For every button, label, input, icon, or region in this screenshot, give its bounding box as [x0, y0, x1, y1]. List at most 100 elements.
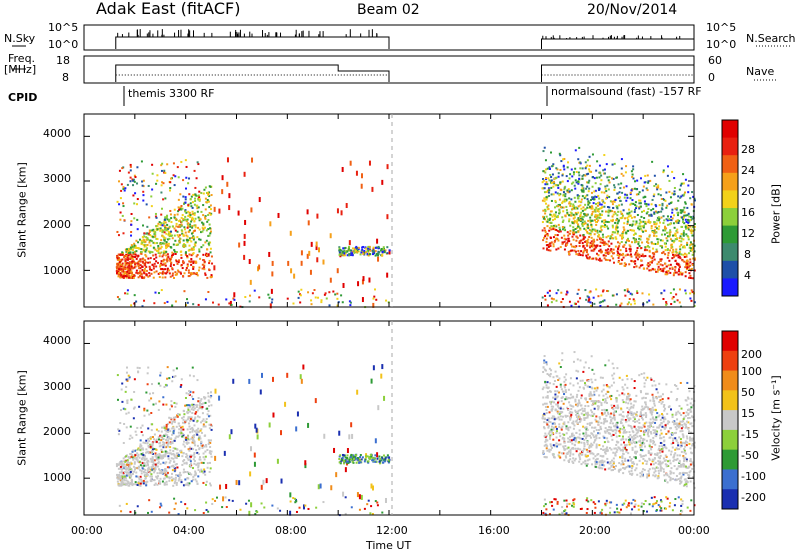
power-echo — [120, 183, 123, 186]
velocity-echo — [165, 475, 168, 478]
power-echo — [207, 218, 210, 221]
power-echo — [683, 206, 686, 209]
power-echo — [563, 157, 566, 160]
velocity-echo — [203, 434, 206, 437]
power-echo — [188, 238, 191, 241]
power-echo — [192, 230, 195, 233]
power-echo — [633, 229, 636, 232]
power-echo — [145, 273, 148, 276]
velocity-echo — [192, 440, 195, 443]
velocity-echo — [253, 461, 256, 467]
power-echo — [656, 211, 659, 214]
power-echo — [184, 201, 187, 204]
velocity-echo — [131, 450, 134, 453]
power-echo — [163, 224, 166, 227]
velocity-echo — [125, 474, 128, 477]
power-echo — [623, 229, 626, 232]
power-echo — [630, 259, 633, 262]
power-echo — [689, 197, 692, 200]
velocity-echo — [186, 442, 189, 445]
velocity-echo — [140, 444, 143, 447]
power-echo — [248, 300, 251, 303]
velocity-echo — [639, 411, 642, 414]
power-echo — [189, 223, 192, 226]
velocity-echo — [185, 438, 188, 441]
power-echo — [155, 225, 158, 228]
power-echo — [581, 190, 584, 193]
power-echo — [594, 202, 597, 205]
power-echo — [191, 201, 194, 204]
power-echo — [589, 301, 592, 304]
power-echo — [575, 231, 578, 234]
power-echo — [654, 210, 657, 213]
power-echo — [139, 258, 142, 261]
velocity-echo — [352, 456, 355, 459]
velocity-echo — [171, 422, 174, 425]
velocity-echo — [183, 413, 186, 416]
power-echo — [349, 252, 352, 255]
velocity-echo — [163, 454, 166, 457]
power-echo — [619, 304, 622, 307]
power-echo — [126, 263, 129, 266]
velocity-echo — [139, 469, 142, 472]
power-echo — [667, 264, 670, 267]
velocity-echo — [184, 396, 187, 399]
power-echo — [595, 214, 598, 217]
power-echo — [343, 254, 346, 257]
power-echo — [553, 215, 556, 218]
power-echo — [160, 164, 163, 167]
velocity-echo — [265, 478, 268, 484]
velocity-echo — [642, 475, 645, 478]
velocity-echo — [367, 460, 370, 463]
velocity-echo — [651, 460, 654, 463]
velocity-echo — [672, 472, 675, 475]
power-echo — [151, 172, 154, 175]
power-echo — [338, 246, 341, 249]
power-echo — [655, 205, 658, 208]
power-echo — [599, 207, 602, 210]
power-echo — [210, 255, 213, 258]
velocity-echo — [384, 497, 387, 503]
power-echo — [690, 203, 693, 206]
velocity-echo — [602, 398, 605, 401]
velocity-echo — [148, 392, 151, 395]
power-echo — [179, 271, 182, 274]
power-echo — [602, 219, 605, 222]
power-echo — [129, 176, 132, 179]
velocity-echo — [564, 455, 567, 458]
velocity-echo — [348, 460, 351, 463]
power-echo — [557, 184, 560, 187]
velocity-echo — [130, 462, 133, 465]
velocity-echo — [202, 461, 205, 464]
velocity-echo — [181, 455, 184, 458]
power-echo — [194, 224, 197, 227]
power-echo — [162, 258, 165, 261]
power-echo — [158, 255, 161, 258]
velocity-echo — [125, 471, 128, 474]
power-echo — [569, 204, 572, 207]
power-echo — [607, 240, 610, 243]
velocity-echo — [144, 477, 147, 480]
power-echo — [160, 242, 163, 245]
velocity-echo — [159, 477, 162, 480]
power-echo — [208, 244, 211, 247]
velocity-echo — [344, 456, 347, 459]
power-echo — [657, 228, 660, 231]
power-echo — [173, 234, 176, 237]
power-echo — [552, 298, 555, 301]
power-echo — [203, 260, 206, 263]
power-echo — [587, 296, 590, 299]
power-echo — [123, 272, 126, 275]
power-echo — [640, 215, 643, 218]
velocity-echo — [127, 374, 130, 377]
power-echo — [690, 216, 693, 219]
velocity-echo — [176, 415, 179, 418]
velocity-echo — [191, 454, 194, 457]
power-echo — [208, 227, 211, 230]
velocity-echo — [183, 445, 186, 448]
power-echo — [651, 257, 654, 260]
velocity-echo — [685, 485, 688, 488]
power-echo — [544, 235, 547, 238]
velocity-echo — [643, 468, 646, 471]
velocity-echo — [662, 457, 665, 460]
